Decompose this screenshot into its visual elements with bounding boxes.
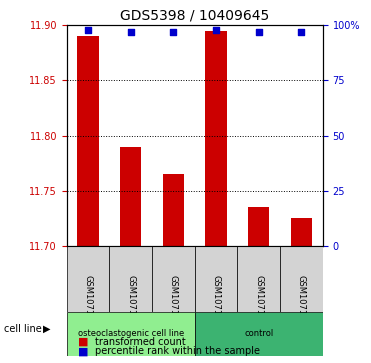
FancyBboxPatch shape bbox=[195, 246, 237, 312]
FancyBboxPatch shape bbox=[67, 246, 109, 312]
Point bbox=[298, 29, 304, 35]
Text: ■: ■ bbox=[78, 337, 88, 347]
FancyBboxPatch shape bbox=[152, 246, 195, 312]
Text: transformed count: transformed count bbox=[95, 337, 186, 347]
Text: GSM1071630: GSM1071630 bbox=[254, 276, 263, 331]
Point bbox=[85, 27, 91, 33]
FancyBboxPatch shape bbox=[280, 246, 323, 312]
Bar bbox=[291, 218, 312, 246]
Text: GSM1071629: GSM1071629 bbox=[211, 276, 221, 331]
Bar bbox=[163, 174, 184, 246]
Text: control: control bbox=[244, 329, 273, 338]
Text: ■: ■ bbox=[78, 346, 88, 356]
Title: GDS5398 / 10409645: GDS5398 / 10409645 bbox=[120, 9, 269, 23]
Bar bbox=[248, 207, 269, 246]
Text: ▶: ▶ bbox=[43, 323, 50, 334]
Text: GSM1071626: GSM1071626 bbox=[83, 276, 93, 331]
Point bbox=[128, 29, 134, 35]
Text: GSM1071627: GSM1071627 bbox=[126, 276, 135, 331]
Point bbox=[171, 29, 177, 35]
Point bbox=[256, 29, 262, 35]
Text: GSM1071628: GSM1071628 bbox=[169, 276, 178, 331]
FancyBboxPatch shape bbox=[195, 312, 323, 356]
Bar bbox=[78, 36, 99, 246]
Text: GSM1071631: GSM1071631 bbox=[297, 276, 306, 331]
FancyBboxPatch shape bbox=[237, 246, 280, 312]
FancyBboxPatch shape bbox=[109, 246, 152, 312]
FancyBboxPatch shape bbox=[67, 312, 195, 356]
Bar bbox=[120, 147, 141, 246]
Text: percentile rank within the sample: percentile rank within the sample bbox=[95, 346, 260, 356]
Point bbox=[213, 27, 219, 33]
Text: cell line: cell line bbox=[4, 323, 42, 334]
Bar bbox=[206, 31, 227, 246]
Text: osteoclastogenic cell line: osteoclastogenic cell line bbox=[78, 329, 184, 338]
